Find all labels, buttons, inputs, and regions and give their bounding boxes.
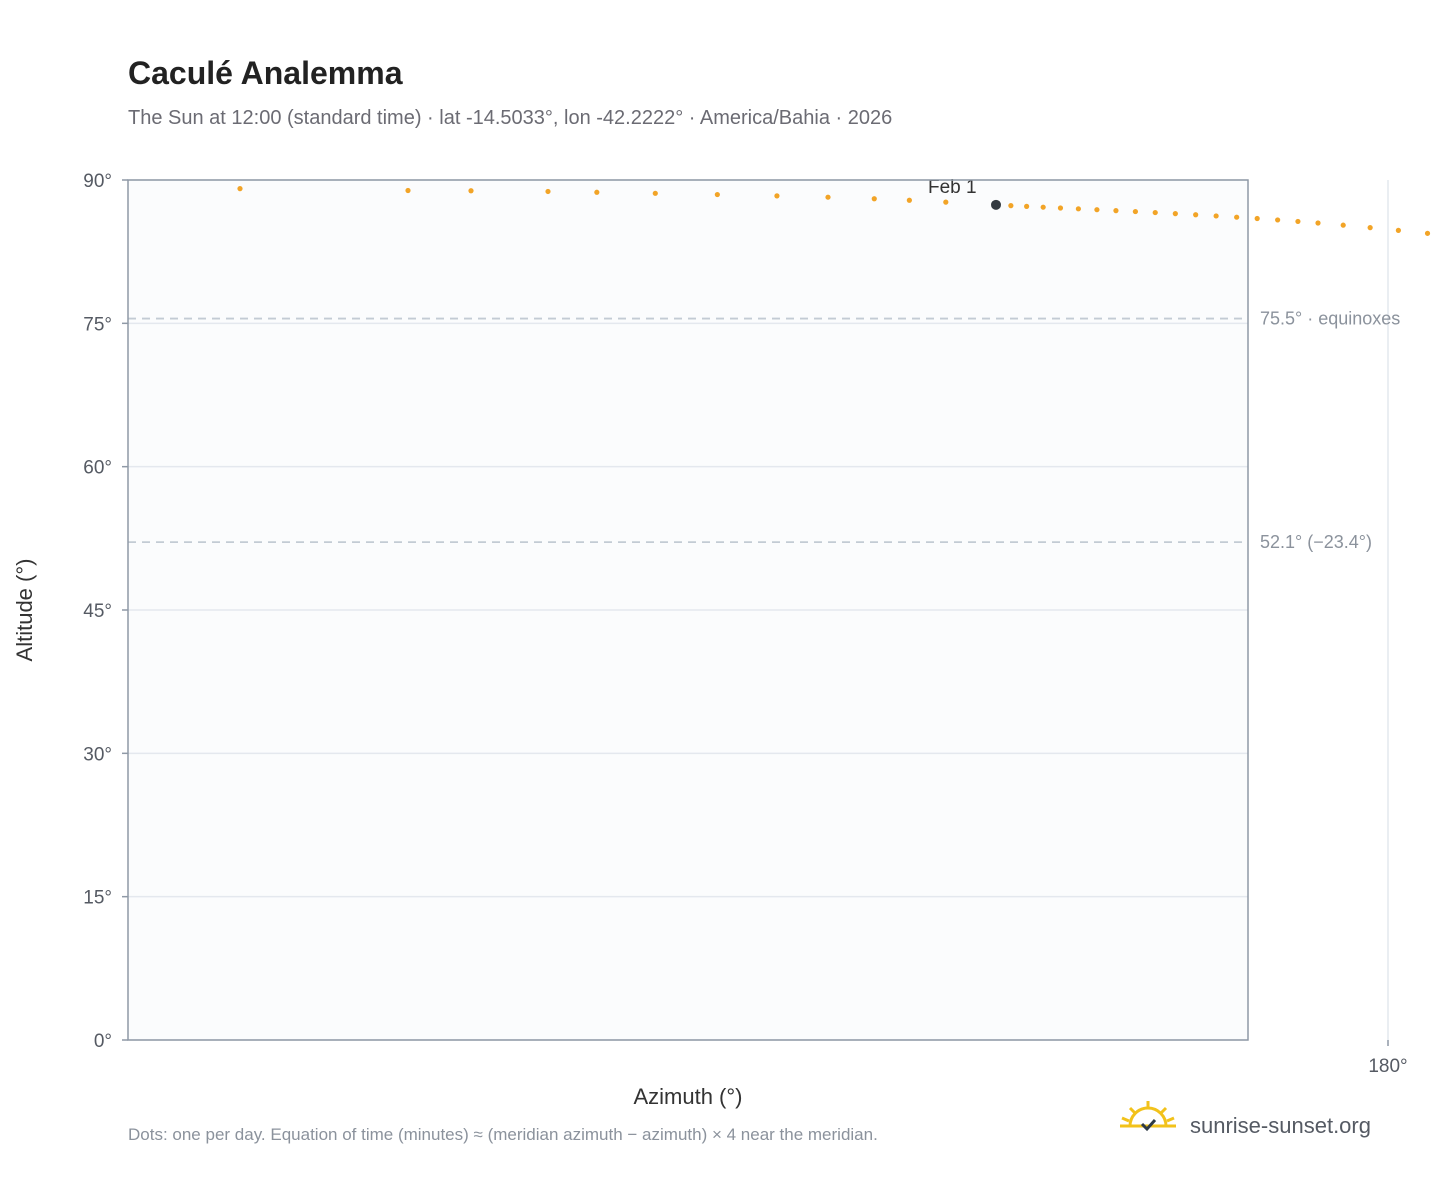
x-tick-label: 180° (1368, 1056, 1407, 1077)
daily-dot (1193, 212, 1199, 218)
daily-dot (1424, 230, 1431, 236)
y-tick-label: 75° (83, 314, 112, 335)
daily-dot (943, 199, 949, 205)
axis-ticks: 0°15°30°45°60°75°90°180°240°300°0°60°120… (83, 171, 1407, 1077)
y-axis-label: Altitude (°) (12, 559, 37, 662)
analemma-curve (237, 186, 1431, 236)
y-tick-label: 15° (83, 888, 112, 909)
daily-dot (237, 186, 243, 192)
daily-dot (545, 188, 551, 195)
daily-dot (1315, 220, 1321, 226)
daily-dot (714, 191, 720, 198)
chart-subtitle: The Sun at 12:00 (standard time) · lat -… (128, 107, 892, 129)
y-tick-label: 60° (83, 458, 112, 479)
daily-dot (1254, 215, 1260, 222)
daily-dot (871, 196, 877, 202)
brand-logo[interactable]: sunrise-sunset.org (1120, 1101, 1371, 1138)
daily-dot (405, 187, 411, 194)
daily-dot (1367, 225, 1373, 231)
daily-dot (1234, 214, 1240, 220)
daily-dot (774, 193, 780, 199)
daily-dot (1075, 206, 1081, 212)
daily-dot (1008, 203, 1014, 209)
daily-dot (1152, 209, 1158, 216)
month-markers: Jan 1Feb 1Mar 1Apr 1May 1Jul 1Aug 1Sep 1… (928, 177, 1001, 210)
daily-dot (1024, 203, 1030, 209)
sun-icon (1120, 1101, 1176, 1132)
month-marker-label: Feb 1 (928, 177, 977, 198)
y-tick-label: 30° (83, 744, 112, 765)
daily-dot (1172, 211, 1178, 217)
y-tick-label: 45° (83, 601, 112, 622)
footnote: Dots: one per day. Equation of time (min… (128, 1125, 878, 1144)
brand-name[interactable]: sunrise-sunset.org (1190, 1113, 1371, 1138)
daily-dot (1295, 218, 1301, 225)
daily-dot (1340, 222, 1346, 228)
daily-dot (906, 197, 912, 203)
chart-title: Caculé Analemma (128, 55, 403, 91)
daily-dot (594, 189, 600, 195)
month-marker-dot (991, 199, 1001, 210)
daily-dot (1094, 207, 1100, 213)
daily-dot (825, 194, 831, 200)
y-tick-label: 0° (94, 1031, 112, 1052)
daily-dot (652, 190, 658, 196)
reference-line-label: 52.1° (−23.4°) (1260, 532, 1372, 552)
daily-dot (1113, 208, 1119, 214)
daily-dot (1057, 205, 1064, 211)
daily-dot (1275, 217, 1281, 223)
x-axis-label: Azimuth (°) (633, 1084, 742, 1109)
daily-dot (468, 188, 474, 194)
y-tick-label: 90° (83, 171, 112, 192)
reference-line-label: 75.5° · equinoxes (1260, 309, 1400, 329)
daily-dot (1040, 204, 1046, 210)
daily-dot (1395, 227, 1401, 233)
daily-dot (1213, 213, 1219, 219)
daily-dot (1132, 208, 1139, 215)
